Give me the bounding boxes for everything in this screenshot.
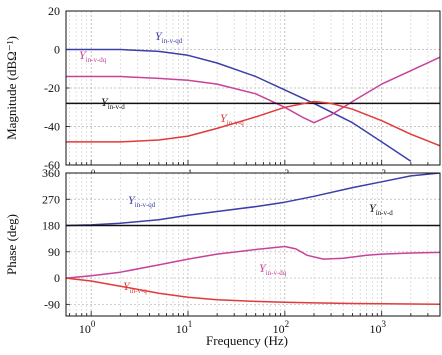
y-tick-label: 180: [42, 219, 60, 233]
series-label: Yin-v-qd: [128, 193, 156, 209]
y-tick-label: 0: [54, 271, 60, 285]
y-tick-label: 360: [42, 166, 60, 180]
series-label: Yin-v-dq: [259, 261, 287, 277]
y-tick-label: 20: [48, 4, 60, 18]
y-tick-label: -90: [44, 297, 60, 311]
plot-frame: [65, 172, 441, 317]
y-axis-title: Magnitude (dBΩ⁻¹): [4, 36, 19, 140]
y-tick-label: 90: [48, 245, 60, 259]
series-line: [66, 277, 440, 306]
series-line: [66, 245, 440, 279]
y-tick-label: -40: [44, 120, 60, 134]
x-tick-label: 101: [176, 319, 193, 336]
y-tick-label: -60: [44, 158, 60, 172]
y-tick-label: 0: [54, 43, 60, 57]
x-tick-label: 100: [79, 319, 96, 336]
y-axis-title: Phase (deg): [4, 214, 19, 275]
series-label: Yin-v-q: [220, 111, 244, 127]
phase-panel: 360 270 180 90 0 -90 100 101 102 103 Yin-v-qd Yin-v…: [4, 166, 441, 348]
x-tick-label: 102: [273, 319, 290, 336]
series-label: Yin-v-qd: [155, 29, 183, 45]
series-line: [66, 56, 440, 124]
series-line: [66, 100, 440, 147]
plot-frame: [65, 10, 441, 166]
x-tick-label: 103: [369, 319, 386, 336]
series-label: Yin-v-d: [369, 201, 393, 217]
y-tick-label: 270: [42, 192, 60, 206]
series-line: [66, 173, 440, 227]
plot-area: [66, 173, 440, 316]
x-axis-title: Frequency (Hz): [206, 333, 288, 348]
series-label: Yin-v-d: [101, 95, 125, 111]
series-line: [66, 48, 412, 162]
series-label: Yin-v-q: [123, 279, 147, 295]
series-label: Yin-v-dq: [79, 48, 107, 64]
magnitude-panel: 200-20-40-60100101102103Yin-v-qdYin-v-dq…: [4, 4, 441, 185]
y-tick-label: -20: [44, 81, 60, 95]
